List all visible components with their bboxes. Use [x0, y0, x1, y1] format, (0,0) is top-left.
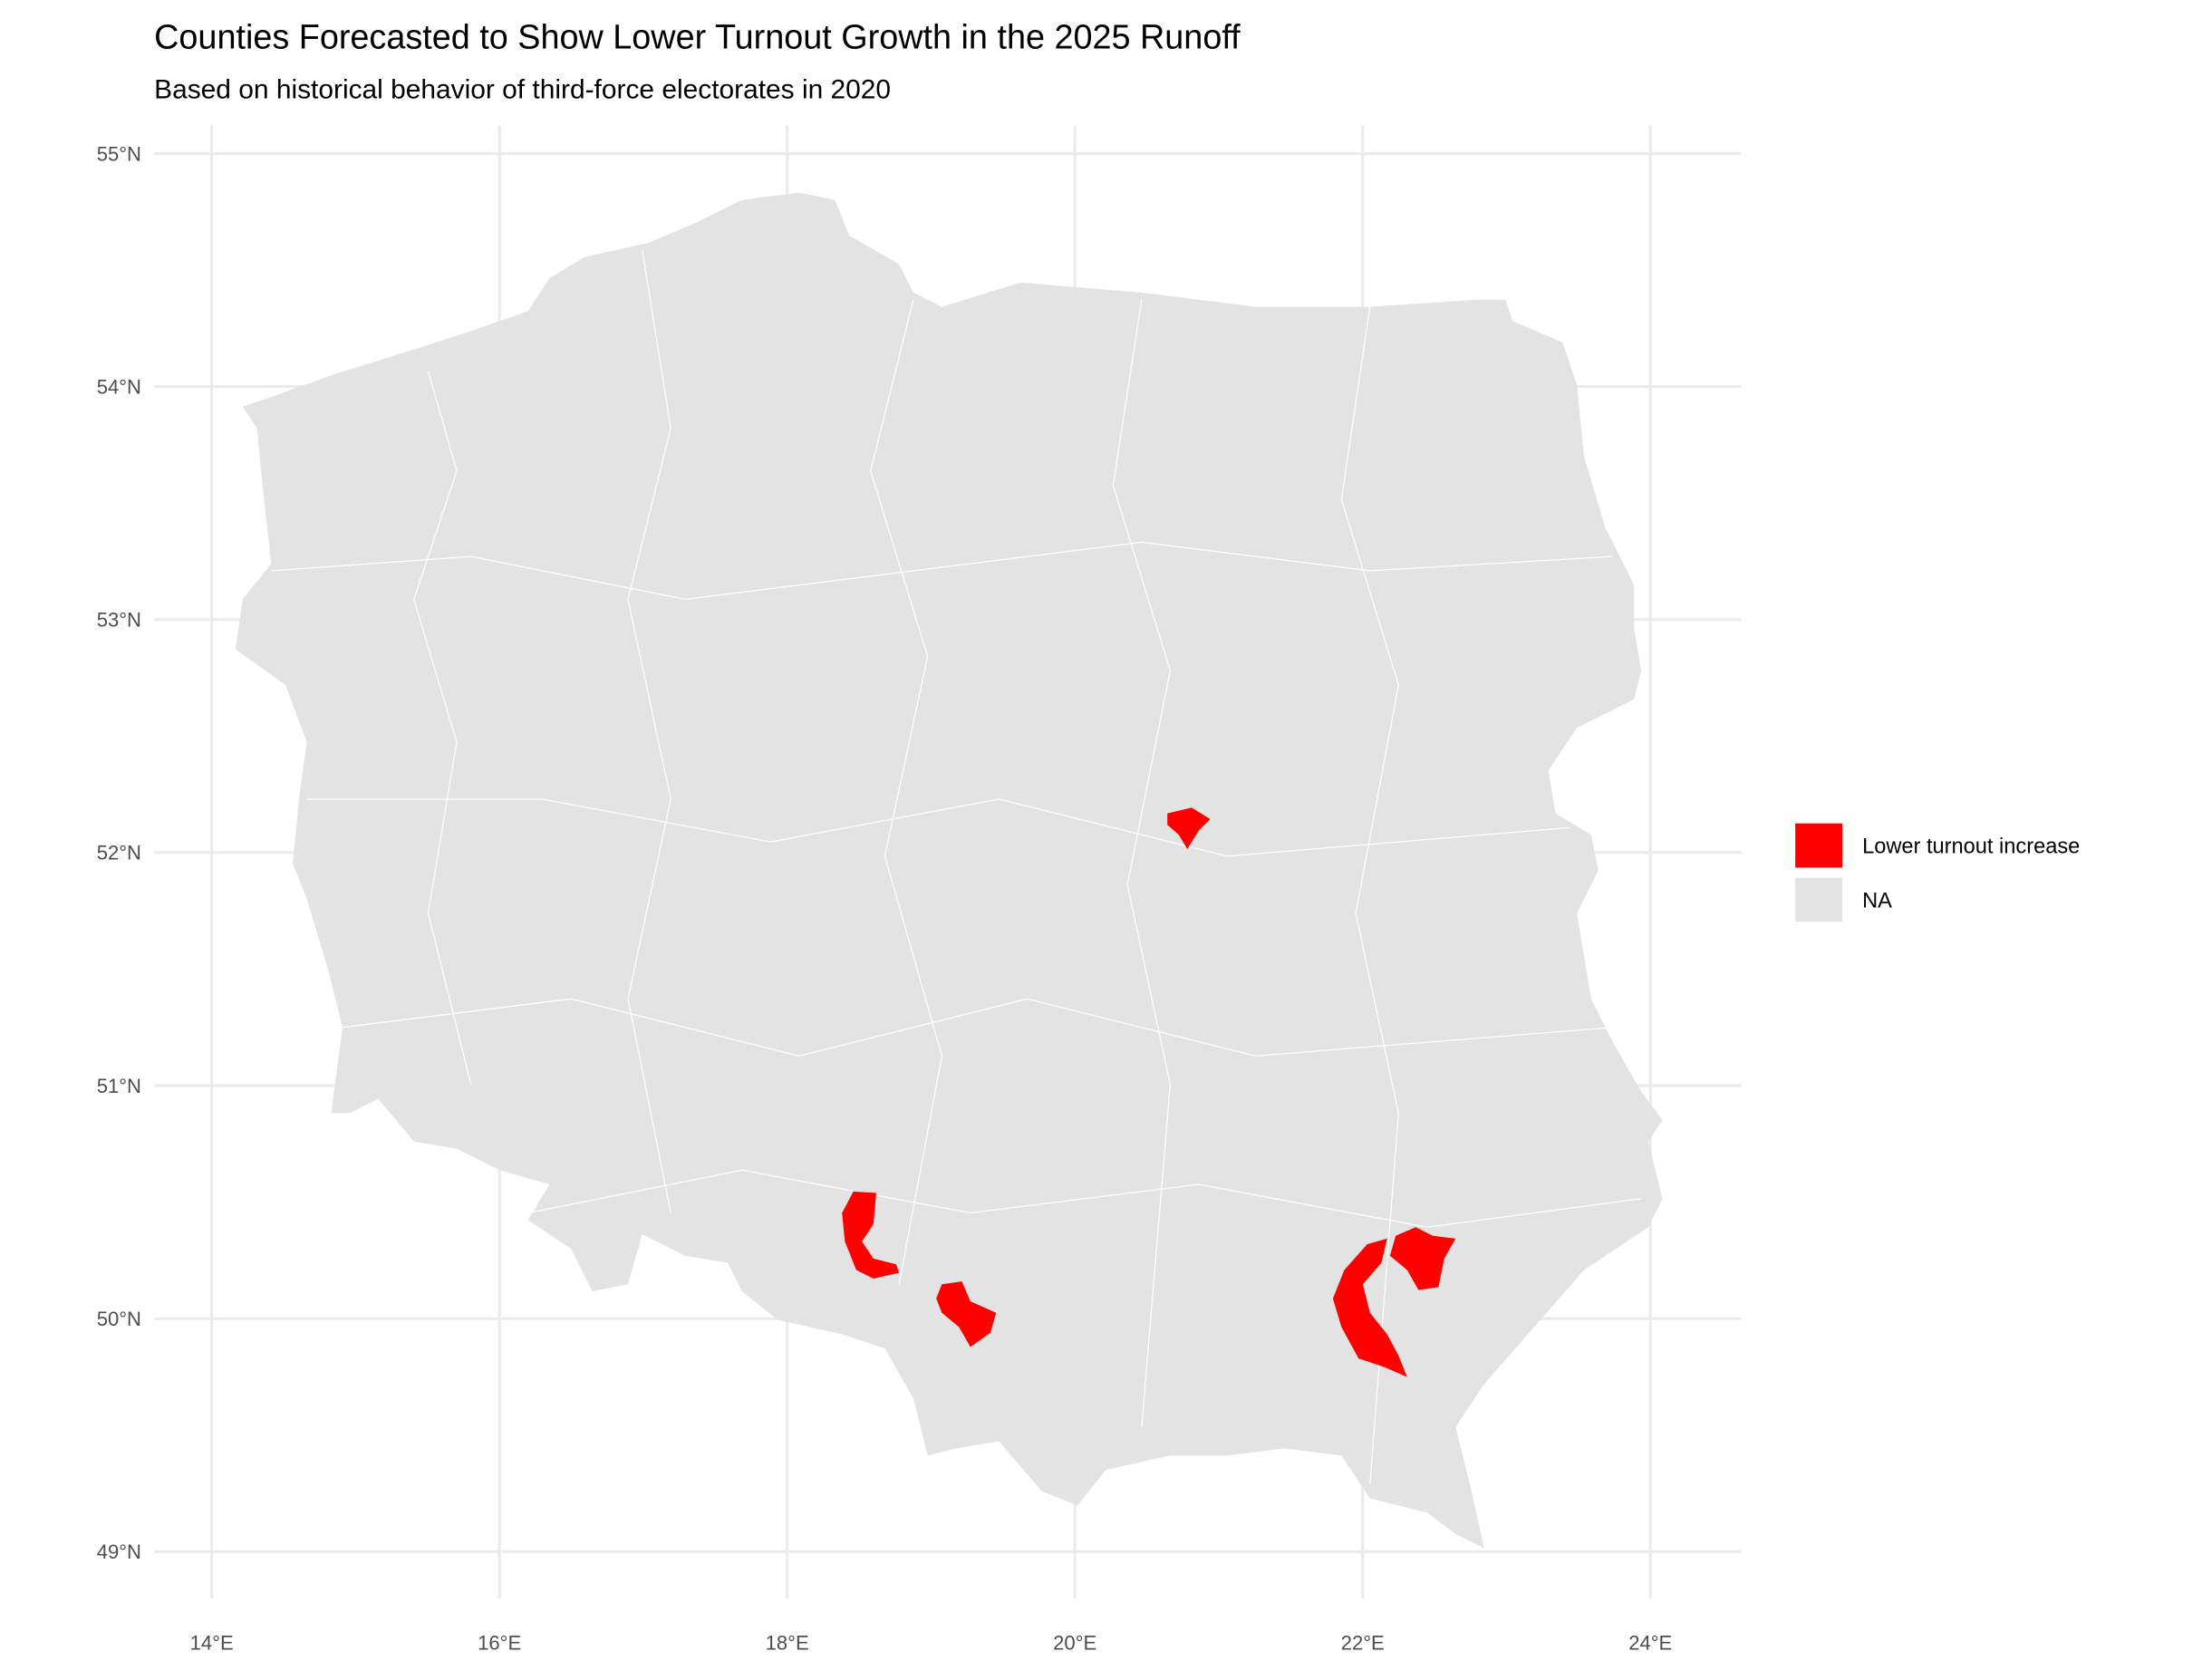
x-tick-label: 22°E	[1341, 1631, 1385, 1654]
y-tick-label: 54°N	[97, 375, 141, 398]
legend-key	[1795, 877, 1843, 922]
legend-key	[1795, 823, 1843, 868]
county-lower-turnout	[1167, 807, 1211, 849]
x-tick-label: 18°E	[766, 1631, 809, 1654]
y-tick-label: 53°N	[97, 609, 141, 632]
county-lower-turnout	[1332, 1238, 1407, 1377]
y-tick-label: 50°N	[97, 1308, 141, 1330]
y-tick-label: 55°N	[97, 142, 141, 165]
county-lower-turnout	[936, 1281, 997, 1347]
county-border	[271, 249, 1642, 1484]
y-tick-label: 52°N	[97, 842, 141, 864]
axes: 14°E 16°E 18°E 20°E 22°E 24°E 49°N 50°N 51°N 52°N…	[97, 142, 1673, 1654]
county-lower-turnout	[1389, 1227, 1456, 1290]
x-tick-label: 16°E	[478, 1631, 521, 1654]
map	[235, 192, 1663, 1549]
chart-title: Counties Forecasted to Show Lower Turnou…	[154, 19, 1241, 57]
legend-label: Lower turnout increase	[1862, 835, 2080, 859]
county-lower-turnout	[842, 1191, 900, 1279]
legend-label: NA	[1862, 890, 1892, 913]
legend: Lower turnout increase NA	[1795, 823, 2080, 922]
x-tick-label: 20°E	[1053, 1631, 1096, 1654]
x-tick-label: 24°E	[1628, 1631, 1672, 1654]
x-tick-label: 14°E	[190, 1631, 234, 1654]
y-tick-label: 51°N	[97, 1075, 141, 1097]
chart-subtitle: Based on historical behavior of third-fo…	[154, 75, 891, 105]
y-tick-label: 49°N	[97, 1540, 141, 1563]
country-outline	[235, 192, 1663, 1549]
